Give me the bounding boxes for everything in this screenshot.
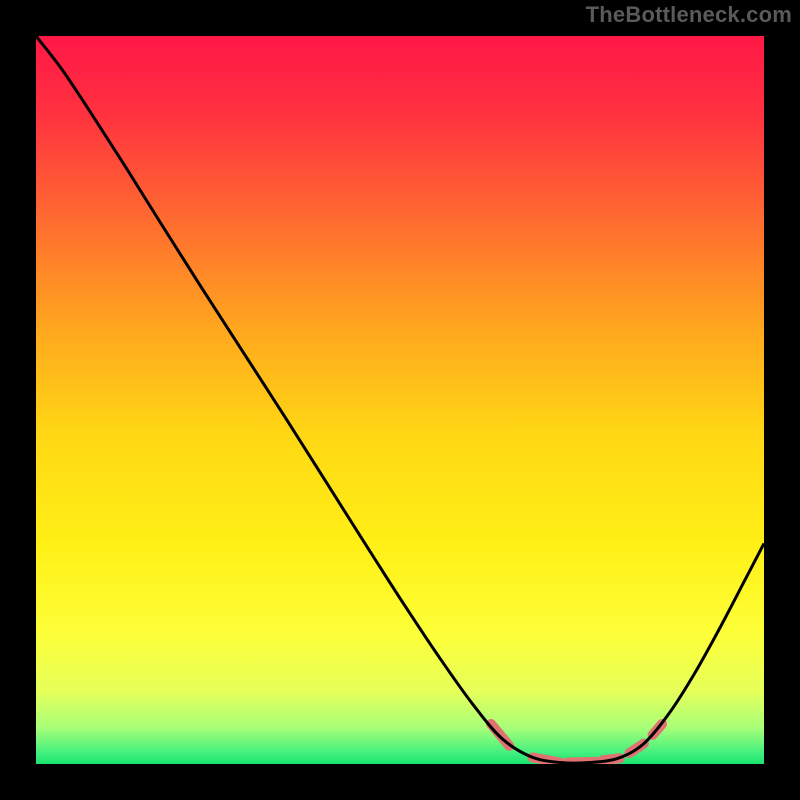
bottleneck-curve-chart <box>36 36 764 764</box>
watermark-text: TheBottleneck.com <box>586 2 792 28</box>
canvas: TheBottleneck.com <box>0 0 800 800</box>
gradient-background <box>36 36 764 764</box>
